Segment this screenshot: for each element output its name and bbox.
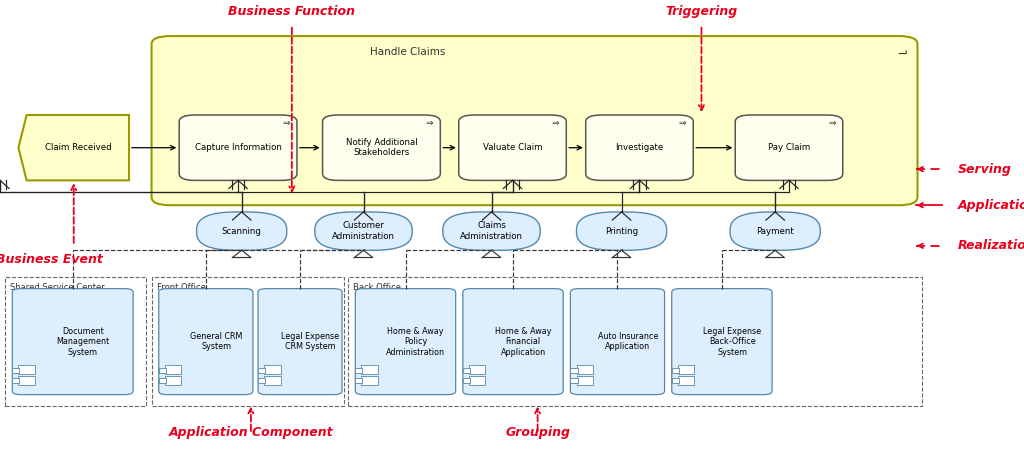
FancyBboxPatch shape [361, 365, 378, 374]
FancyBboxPatch shape [12, 289, 133, 395]
FancyBboxPatch shape [735, 115, 843, 180]
FancyBboxPatch shape [159, 289, 253, 395]
Text: Business Function: Business Function [228, 5, 355, 18]
FancyBboxPatch shape [18, 365, 35, 374]
Text: Business Event: Business Event [0, 253, 102, 266]
FancyBboxPatch shape [165, 365, 181, 374]
Text: Legal Expense
CRM System: Legal Expense CRM System [282, 332, 339, 351]
Text: Scanning: Scanning [222, 227, 261, 235]
Text: Claim Received: Claim Received [44, 143, 112, 152]
Bar [152, 277, 344, 406]
Text: Payment: Payment [757, 227, 794, 235]
Text: Auto Insurance
Application: Auto Insurance Application [598, 332, 657, 351]
FancyBboxPatch shape [672, 289, 772, 395]
FancyBboxPatch shape [463, 289, 563, 395]
Text: Investigate: Investigate [615, 143, 664, 152]
Text: Document
Management
System: Document Management System [56, 327, 110, 357]
Text: ⇒: ⇒ [828, 120, 836, 129]
FancyBboxPatch shape [355, 368, 362, 373]
Text: ⇒: ⇒ [283, 120, 290, 129]
FancyBboxPatch shape [459, 115, 566, 180]
Text: ⇒: ⇒ [426, 120, 433, 129]
Text: General CRM
System: General CRM System [189, 332, 243, 351]
FancyBboxPatch shape [159, 368, 166, 373]
FancyBboxPatch shape [730, 212, 820, 250]
Text: Handle Claims: Handle Claims [370, 47, 445, 57]
FancyBboxPatch shape [197, 212, 287, 250]
Text: Realization: Realization [957, 239, 1024, 252]
Text: Notify Additional
Stakeholders: Notify Additional Stakeholders [346, 138, 417, 157]
Text: Capture Information: Capture Information [195, 143, 282, 152]
FancyBboxPatch shape [152, 36, 918, 205]
FancyBboxPatch shape [678, 376, 694, 385]
FancyBboxPatch shape [361, 376, 378, 385]
FancyBboxPatch shape [570, 378, 578, 383]
FancyBboxPatch shape [672, 378, 679, 383]
FancyBboxPatch shape [258, 289, 342, 395]
FancyBboxPatch shape [165, 376, 181, 385]
FancyBboxPatch shape [258, 368, 265, 373]
Text: Front Office: Front Office [157, 283, 206, 292]
FancyBboxPatch shape [586, 115, 693, 180]
Polygon shape [18, 115, 129, 180]
FancyBboxPatch shape [577, 212, 667, 250]
FancyBboxPatch shape [463, 378, 470, 383]
Text: Grouping: Grouping [505, 426, 570, 439]
Text: Shared Service Center: Shared Service Center [10, 283, 105, 292]
FancyBboxPatch shape [469, 376, 485, 385]
Text: Home & Away
Financial
Application: Home & Away Financial Application [495, 327, 552, 357]
FancyBboxPatch shape [463, 368, 470, 373]
FancyBboxPatch shape [12, 368, 19, 373]
FancyBboxPatch shape [264, 365, 281, 374]
Text: Serving: Serving [957, 163, 1012, 175]
FancyBboxPatch shape [442, 212, 541, 250]
FancyBboxPatch shape [672, 368, 679, 373]
Text: ⌐: ⌐ [895, 44, 905, 57]
Text: ⇒: ⇒ [552, 120, 559, 129]
FancyBboxPatch shape [355, 378, 362, 383]
Text: ⇒: ⇒ [679, 120, 686, 129]
Text: Printing: Printing [605, 227, 638, 235]
FancyBboxPatch shape [12, 378, 19, 383]
FancyBboxPatch shape [678, 365, 694, 374]
FancyBboxPatch shape [258, 378, 265, 383]
FancyBboxPatch shape [264, 376, 281, 385]
Bar [348, 277, 922, 406]
Text: Legal Expense
Back-Office
System: Legal Expense Back-Office System [703, 327, 761, 357]
FancyBboxPatch shape [179, 115, 297, 180]
Bar [5, 277, 146, 406]
FancyBboxPatch shape [577, 365, 593, 374]
Text: Back Office: Back Office [353, 283, 401, 292]
Text: Pay Claim: Pay Claim [768, 143, 810, 152]
FancyBboxPatch shape [355, 289, 456, 395]
Text: Application Component: Application Component [169, 426, 333, 439]
Text: Triggering: Triggering [666, 5, 737, 18]
Text: Customer
Administration: Customer Administration [332, 221, 395, 241]
Text: Valuate Claim: Valuate Claim [482, 143, 543, 152]
FancyBboxPatch shape [570, 289, 665, 395]
FancyBboxPatch shape [315, 212, 412, 250]
Text: Claims
Administration: Claims Administration [460, 221, 523, 241]
FancyBboxPatch shape [570, 368, 578, 373]
FancyBboxPatch shape [323, 115, 440, 180]
FancyBboxPatch shape [18, 376, 35, 385]
FancyBboxPatch shape [469, 365, 485, 374]
FancyBboxPatch shape [577, 376, 593, 385]
FancyBboxPatch shape [159, 378, 166, 383]
Text: Application Service: Application Service [957, 199, 1024, 212]
Text: Home & Away
Policy
Administration: Home & Away Policy Administration [386, 327, 445, 357]
